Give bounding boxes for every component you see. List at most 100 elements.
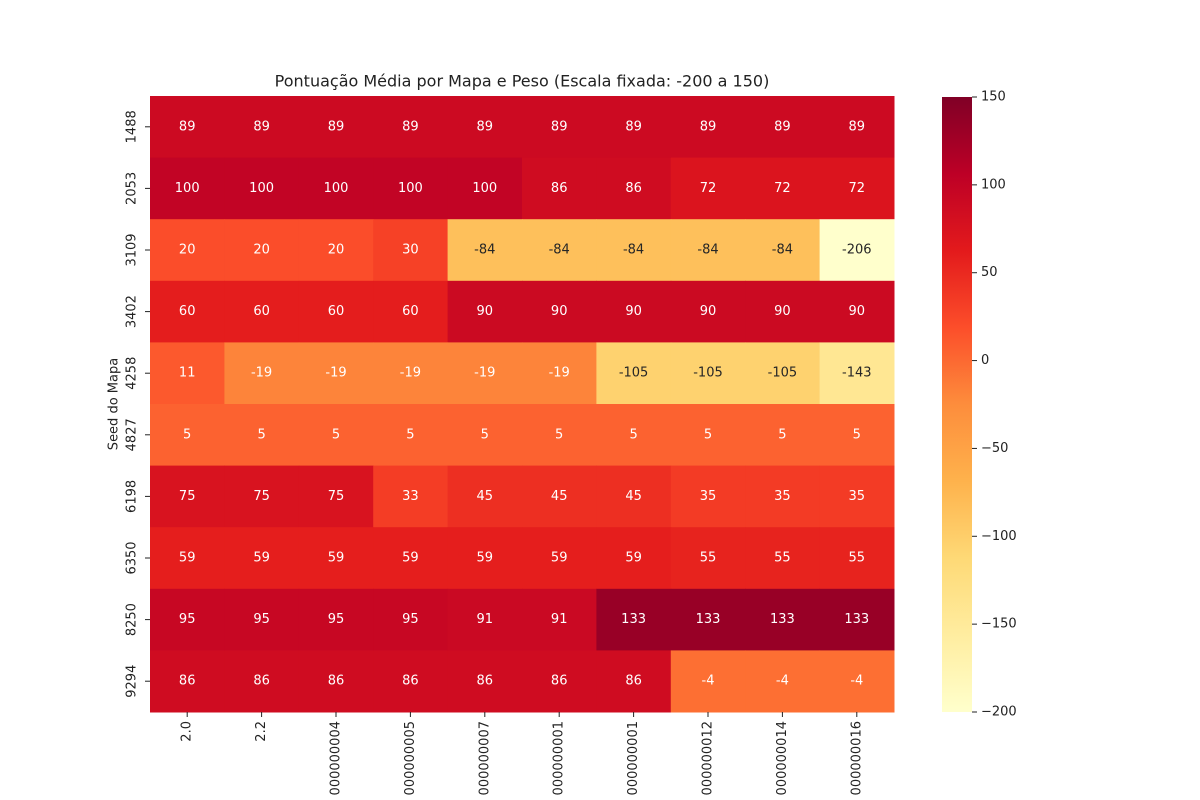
y-tick-label: 1488 — [125, 110, 140, 143]
cell-label: 91 — [551, 612, 568, 627]
cell-label: 5 — [257, 427, 265, 442]
cell-label: 5 — [629, 427, 637, 442]
heatmap-cell — [150, 588, 225, 651]
cell-label: 100 — [324, 181, 349, 196]
colorbar-tick-label: −150 — [981, 617, 1017, 632]
x-tick-label: 000000001 — [626, 721, 641, 795]
cell-label: -105 — [619, 366, 649, 381]
heatmap-cell — [224, 96, 300, 159]
heatmap-cell — [670, 219, 746, 282]
heatmap-cell — [447, 650, 523, 713]
heatmap-cell — [819, 588, 895, 651]
cell-label: -19 — [400, 366, 421, 381]
cell-label: 59 — [253, 551, 270, 566]
colorbar-tick-label: −100 — [981, 529, 1017, 544]
heatmap-cell — [819, 650, 895, 713]
colorbar-tick-label: 150 — [981, 90, 1006, 105]
cell-label: 89 — [477, 119, 494, 134]
cell-label: 89 — [253, 119, 270, 134]
cell-label: 89 — [774, 119, 791, 134]
heatmap-cell — [224, 157, 300, 220]
cell-label: -84 — [549, 243, 570, 258]
cell-label: 59 — [179, 551, 196, 566]
heatmap-cell — [373, 527, 449, 590]
heatmap-cell — [224, 465, 300, 528]
heatmap-cell — [224, 342, 300, 405]
cell-label: 5 — [853, 427, 861, 442]
cell-label: 72 — [849, 181, 866, 196]
cell-label: 95 — [402, 612, 419, 627]
heatmap-cell — [670, 527, 746, 590]
cell-label: 5 — [704, 427, 712, 442]
colorbar-tick-label: 0 — [981, 353, 989, 368]
cell-label: -19 — [251, 366, 272, 381]
cell-label: 133 — [696, 612, 721, 627]
cell-label: -206 — [842, 243, 872, 258]
heatmap-cell — [522, 650, 597, 713]
heatmap-cell — [522, 404, 597, 467]
x-tick-label: 000000012 — [701, 721, 716, 795]
heatmap-cell — [745, 342, 821, 405]
x-tick-label: 000000001 — [552, 721, 567, 795]
heatmap-cell — [596, 157, 672, 220]
heatmap-cell — [298, 280, 374, 343]
cell-label: 89 — [849, 119, 866, 134]
cell-label: 100 — [249, 181, 274, 196]
heatmap-cell — [670, 342, 746, 405]
heatmap-cell — [447, 157, 523, 220]
cell-label: -84 — [697, 243, 718, 258]
heatmap-cell — [373, 280, 449, 343]
cell-label: 60 — [328, 304, 345, 319]
heatmap-cell — [670, 588, 746, 651]
cell-label: 45 — [551, 489, 568, 504]
cell-label: 59 — [625, 551, 642, 566]
cell-label: 35 — [774, 489, 791, 504]
heatmap-cell — [745, 96, 821, 159]
cell-label: 30 — [402, 243, 419, 258]
cell-label: 5 — [332, 427, 340, 442]
cell-label: 59 — [328, 551, 345, 566]
heatmap-cell — [745, 465, 821, 528]
heatmap-cell — [670, 96, 746, 159]
cell-label: -19 — [325, 366, 346, 381]
heatmap-cell — [670, 650, 746, 713]
cell-label: 60 — [253, 304, 270, 319]
heatmap-cell — [745, 588, 821, 651]
cell-label: 55 — [774, 551, 791, 566]
y-tick-label: 8250 — [125, 603, 140, 636]
heatmap-cell — [819, 157, 895, 220]
heatmap-cell — [298, 96, 374, 159]
cell-label: 55 — [700, 551, 717, 566]
cell-label: 5 — [481, 427, 489, 442]
heatmap-cell — [373, 465, 449, 528]
y-tick-label: 3402 — [125, 295, 140, 328]
heatmap-cell — [745, 219, 821, 282]
heatmap-cell — [596, 280, 672, 343]
cell-label: 5 — [778, 427, 786, 442]
cell-label: -4 — [702, 674, 715, 689]
heatmap-cell — [150, 342, 225, 405]
cell-label: 59 — [551, 551, 568, 566]
heatmap-cell — [298, 588, 374, 651]
heatmap-cell — [150, 219, 225, 282]
heatmap-cell — [522, 342, 597, 405]
heatmap-cell — [670, 404, 746, 467]
x-tick-label: 000000016 — [849, 721, 864, 795]
heatmap-cell — [224, 527, 300, 590]
x-tick-label: 000000005 — [403, 721, 418, 795]
y-tick-label: 3109 — [125, 233, 140, 266]
heatmap-cell — [447, 96, 523, 159]
heatmap-cell — [150, 465, 225, 528]
heatmap-cell — [224, 588, 300, 651]
heatmap-cell — [522, 465, 597, 528]
y-tick-label: 6350 — [125, 541, 140, 574]
y-tick-label: 9294 — [125, 665, 140, 698]
cell-label: 90 — [774, 304, 791, 319]
heatmap-cell — [298, 527, 374, 590]
cell-label: 20 — [253, 243, 270, 258]
heatmap-cell — [819, 96, 895, 159]
y-axis-label: Seed do Mapa — [107, 358, 122, 450]
cell-label: 86 — [625, 181, 642, 196]
cell-label: 89 — [328, 119, 345, 134]
heatmap-cell — [447, 465, 523, 528]
